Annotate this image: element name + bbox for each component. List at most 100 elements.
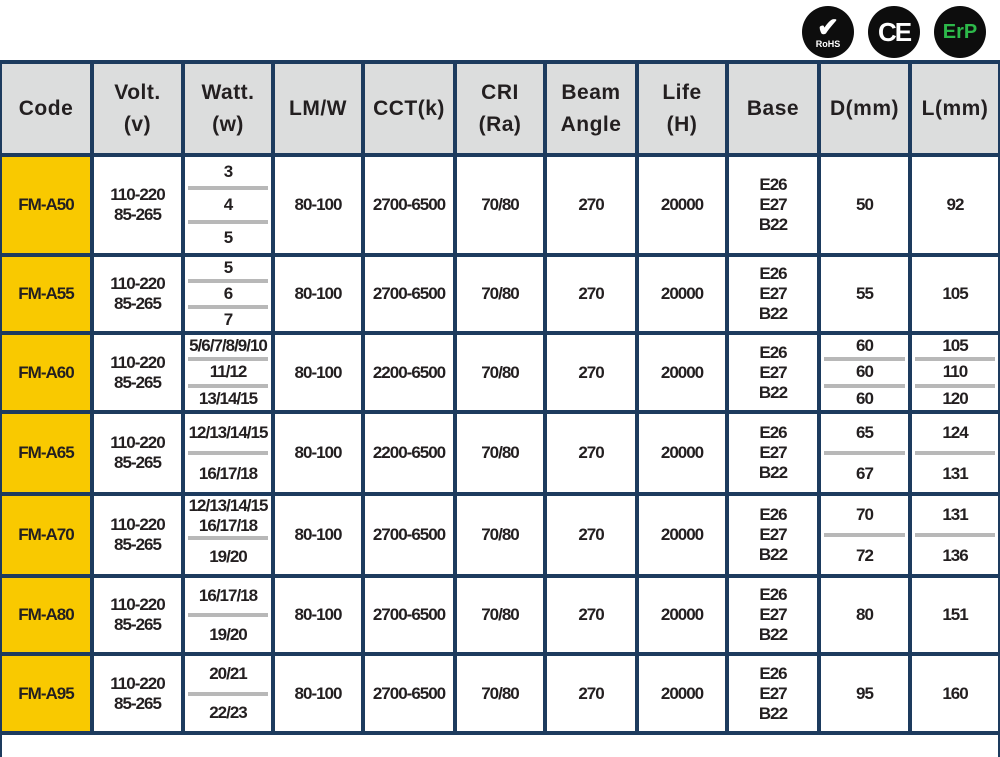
- cell-watt: 12/13/14/15 16/17/18: [185, 414, 271, 492]
- cell-line: E27: [759, 683, 787, 703]
- value-group: 5: [185, 224, 271, 253]
- cell-line: B22: [758, 215, 788, 234]
- cell-volt: 110-220 85-265: [94, 157, 181, 253]
- cell-code: FM-A50: [2, 157, 90, 253]
- cell-line: E26: [759, 175, 787, 194]
- cell-cri: 70/80: [457, 157, 543, 253]
- separator-line: [188, 613, 268, 617]
- cell-watt: 3 4 5: [185, 157, 271, 253]
- cell-line: 5: [223, 228, 233, 248]
- cell-value: 80-100: [294, 195, 343, 214]
- cell-value: 2200-6500: [372, 362, 446, 382]
- cell-line: 12/13/14/15: [188, 496, 269, 515]
- header-l: L(mm): [912, 64, 998, 153]
- cell-value: 2700-6500: [372, 195, 446, 214]
- cell-line: E26: [759, 663, 787, 683]
- header-line: D(mm): [830, 96, 899, 120]
- cell-life: 20000: [639, 578, 725, 652]
- value-group: 110-220 85-265: [94, 595, 181, 635]
- header-line: L(mm): [921, 96, 989, 120]
- cell-beam: 270: [547, 496, 635, 574]
- cell-life: 20000: [639, 335, 725, 410]
- cell-line: 19/20: [209, 624, 248, 644]
- value-group: E26 E27 B22: [729, 343, 817, 403]
- cell-watt: 16/17/18 19/20: [185, 578, 271, 652]
- cell-value: FM-A70: [18, 525, 74, 544]
- cell-line: 55: [856, 284, 874, 303]
- cell-watt: 12/13/14/15 16/17/18 19/20: [185, 496, 271, 574]
- checkmark-icon: ✔: [817, 12, 839, 42]
- cell-line: 85-265: [114, 535, 162, 554]
- cell-line: 110-220: [110, 433, 165, 452]
- value-group: 12/13/14/15: [185, 414, 271, 451]
- cell-life: 20000: [639, 656, 725, 731]
- cell-lmw: 80-100: [275, 578, 361, 652]
- cell-base: E26 E27 B22: [729, 496, 817, 574]
- cell-line: 60: [856, 362, 874, 382]
- cell-base: E26 E27 B22: [729, 157, 817, 253]
- cell-line: E26: [759, 423, 787, 442]
- header-line: (H): [666, 112, 698, 136]
- cell-cct: 2700-6500: [365, 656, 453, 731]
- cell-l: 131 136: [912, 496, 998, 574]
- cell-line: 5/6/7/8/9/10: [189, 336, 268, 356]
- cell-line: 65: [856, 422, 874, 442]
- separator-line: [824, 451, 905, 455]
- cell-line: E27: [759, 284, 787, 303]
- cell-value: 80-100: [294, 362, 343, 382]
- erp-logo: ErP: [934, 6, 986, 58]
- cell-life: 20000: [639, 496, 725, 574]
- cell-value: 2700-6500: [372, 525, 446, 544]
- cell-value: 80-100: [294, 525, 343, 544]
- separator-line: [188, 186, 268, 191]
- cell-line: 110-220: [110, 352, 165, 372]
- header-line: Code: [18, 96, 74, 120]
- separator-line: [188, 383, 268, 388]
- rohs-logo: ✔ RoHS: [802, 6, 854, 58]
- cell-beam: 270: [547, 414, 635, 492]
- cell-value: FM-A55: [18, 284, 74, 303]
- value-group: 16/17/18: [185, 578, 271, 613]
- value-group: 16/17/18: [185, 455, 271, 492]
- cell-base: E26 E27 B22: [729, 414, 817, 492]
- cell-line: 60: [856, 336, 874, 356]
- header-volt: Volt. (v): [94, 64, 181, 153]
- value-group: 65: [821, 414, 908, 451]
- cell-volt: 110-220 85-265: [94, 257, 181, 331]
- cell-code: FM-A65: [2, 414, 90, 492]
- cell-life: 20000: [639, 414, 725, 492]
- cell-value: 80-100: [294, 443, 343, 462]
- cell-value: 70/80: [481, 195, 520, 214]
- cell-code: FM-A55: [2, 257, 90, 331]
- cell-value: 20000: [660, 362, 704, 382]
- header-code: Code: [2, 64, 90, 153]
- value-group: 124: [912, 414, 998, 451]
- ce-label: CE: [877, 16, 912, 47]
- cell-value: FM-A65: [18, 443, 74, 462]
- value-group: 151: [912, 578, 998, 652]
- cell-line: 160: [942, 683, 968, 703]
- cell-value: 20000: [660, 525, 704, 544]
- value-group: E26 E27 B22: [729, 664, 817, 724]
- cell-l: 105 110 120: [912, 335, 998, 410]
- value-group: 120: [912, 388, 998, 410]
- cell-cri: 70/80: [457, 578, 543, 652]
- header-line: Life: [662, 80, 702, 104]
- cell-line: 70: [856, 504, 874, 524]
- cell-beam: 270: [547, 157, 635, 253]
- value-group: 19/20: [185, 617, 271, 652]
- value-group: 20/21: [185, 656, 271, 692]
- cell-cri: 70/80: [457, 414, 543, 492]
- cell-value: 20000: [660, 605, 704, 624]
- header-line: (w): [212, 112, 244, 136]
- cell-d: 55: [821, 257, 908, 331]
- cell-line: 12/13/14/15: [188, 422, 269, 442]
- header-life: Life (H): [639, 64, 725, 153]
- value-group: E26 E27 B22: [729, 585, 817, 645]
- cell-volt: 110-220 85-265: [94, 335, 181, 410]
- cell-line: 7: [223, 310, 233, 329]
- cell-cct: 2700-6500: [365, 157, 453, 253]
- separator-line: [188, 691, 268, 696]
- cell-line: 124: [942, 422, 968, 442]
- cell-watt: 5/6/7/8/9/10 11/12 13/14/15: [185, 335, 271, 410]
